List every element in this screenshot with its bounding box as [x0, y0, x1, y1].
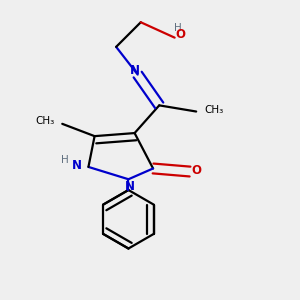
Text: CH₃: CH₃ — [35, 116, 55, 126]
Text: H: H — [174, 23, 182, 33]
Text: O: O — [175, 28, 185, 41]
Text: N: N — [125, 180, 135, 194]
Text: N: N — [72, 159, 82, 172]
Text: N: N — [130, 64, 140, 77]
Text: H: H — [61, 155, 69, 165]
Text: O: O — [192, 164, 202, 176]
Text: CH₃: CH₃ — [205, 105, 224, 115]
